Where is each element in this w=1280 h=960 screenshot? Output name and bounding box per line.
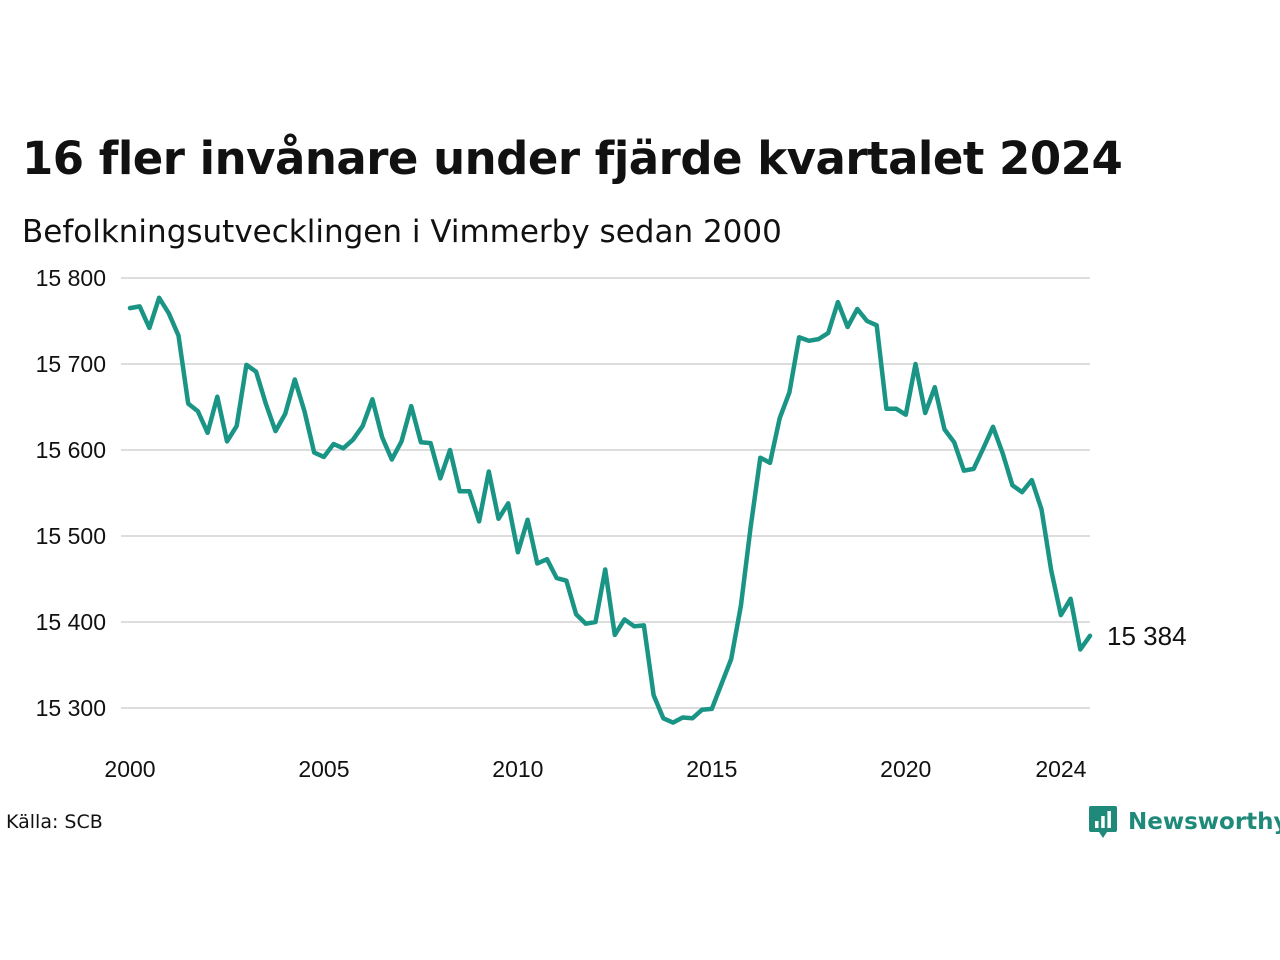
x-tick-label: 2020 [880,756,931,782]
source-note: Källa: SCB [6,811,103,833]
x-tick-label: 2015 [686,756,737,782]
x-axis-labels: 2000 2005 2010 2015 2020 2024 [104,756,1086,782]
x-tick-label: 2024 [1035,756,1086,782]
x-tick-label: 2010 [492,756,543,782]
y-tick-label: 15 700 [36,351,106,377]
newsworthy-logo-icon [1089,806,1117,838]
brand-name: Newsworthy [1128,809,1280,835]
y-tick-label: 15 300 [36,695,106,721]
chart-title: 16 fler invånare under fjärde kvartalet … [22,132,1123,185]
x-tick-label: 2000 [104,756,155,782]
y-tick-label: 15 400 [36,609,106,635]
y-tick-label: 15 600 [36,437,106,463]
chart-subtitle: Befolkningsutvecklingen i Vimmerby sedan… [22,214,782,250]
grid-lines [121,277,1090,709]
brand-logo: Newsworthy [1088,804,1280,840]
data-points [130,298,1090,723]
x-tick-label: 2005 [298,756,349,782]
y-tick-label: 15 800 [36,265,106,291]
y-tick-label: 15 500 [36,523,106,549]
y-axis-labels: 15 300 15 400 15 500 15 600 15 700 15 800 [36,265,106,721]
last-value-label: 15 384 [1107,621,1187,651]
population-line [127,295,1093,725]
